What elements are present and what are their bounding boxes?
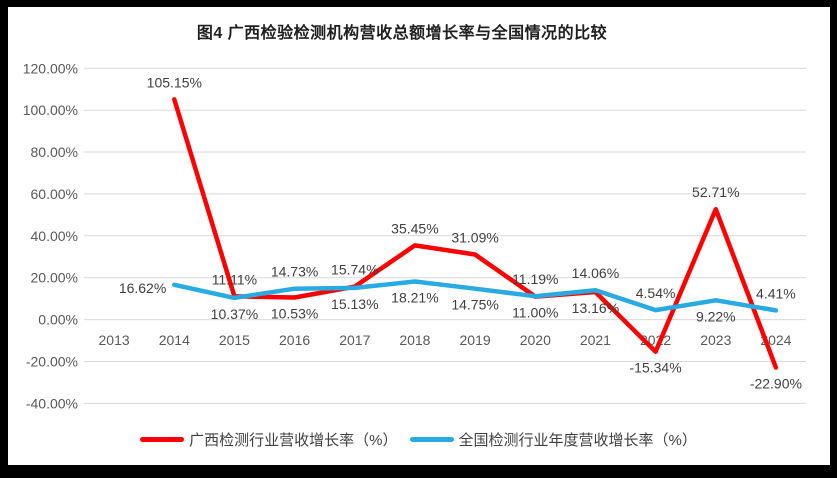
- y-tick-label: 80.00%: [31, 144, 78, 160]
- data-label: -22.90%: [750, 376, 802, 392]
- data-label: 14.73%: [271, 264, 318, 280]
- data-label: 105.15%: [147, 74, 202, 90]
- x-tick-label: 2016: [279, 332, 310, 348]
- data-label: 15.13%: [331, 296, 378, 312]
- data-label: 16.62%: [119, 280, 166, 296]
- legend-item-guangxi: 广西检测行业营收增长率（%）: [140, 429, 398, 450]
- y-tick-label: -20.00%: [26, 354, 78, 370]
- data-label: 35.45%: [391, 220, 438, 236]
- series-line-0: [172, 97, 779, 370]
- data-label: 4.54%: [636, 285, 676, 301]
- guangxi-line-swatch-icon: [140, 437, 185, 442]
- data-label: 9.22%: [696, 308, 736, 324]
- legend-item-national: 全国检测行业年度营收增长率（%）: [409, 429, 697, 450]
- y-tick-label: 40.00%: [31, 228, 78, 244]
- chart-title: 图4 广西检验检测机构营收总额增长率与全国情况的比较: [196, 25, 608, 42]
- data-label: 11.19%: [512, 271, 558, 287]
- data-label: 15.74%: [331, 262, 378, 278]
- y-tick-label: 120.00%: [23, 60, 78, 76]
- series-line-1: [172, 279, 779, 313]
- legend-label-guangxi: 广西检测行业营收增长率（%）: [189, 432, 398, 449]
- data-label: 13.16%: [572, 300, 619, 316]
- x-tick-label: 2015: [219, 332, 250, 348]
- data-label: 52.71%: [692, 184, 739, 200]
- data-label: 14.06%: [572, 265, 619, 281]
- legend-label-national: 全国检测行业年度营收增长率（%）: [458, 432, 697, 449]
- legend: 广西检测行业营收增长率（%） 全国检测行业年度营收增长率（%）: [0, 429, 837, 450]
- y-tick-label: 60.00%: [31, 186, 78, 202]
- x-tick-label: 2014: [159, 332, 190, 348]
- data-label: -15.34%: [630, 360, 682, 376]
- data-label: 14.75%: [451, 297, 498, 313]
- y-tick-label: 100.00%: [23, 102, 78, 118]
- y-tick-label: 0.00%: [38, 312, 78, 328]
- y-tick-label: 20.00%: [31, 270, 78, 286]
- x-tick-label: 2021: [580, 332, 611, 348]
- national-line-swatch-icon: [409, 437, 454, 442]
- x-tick-label: 2017: [339, 332, 370, 348]
- x-tick-label: 2019: [460, 332, 491, 348]
- y-tick-label: -40.00%: [26, 395, 78, 411]
- x-tick-label: 2018: [399, 332, 430, 348]
- data-label: 31.09%: [451, 230, 498, 246]
- data-label: 11.11%: [212, 271, 257, 287]
- x-tick-label: 2013: [99, 332, 130, 348]
- x-tick-label: 2023: [700, 332, 731, 348]
- data-label: 4.41%: [756, 285, 796, 301]
- data-label: 10.53%: [271, 306, 318, 322]
- data-label: 10.37%: [211, 306, 258, 322]
- data-label: 11.00%: [512, 305, 558, 321]
- data-label: 18.21%: [391, 290, 438, 306]
- x-tick-label: 2020: [520, 332, 551, 348]
